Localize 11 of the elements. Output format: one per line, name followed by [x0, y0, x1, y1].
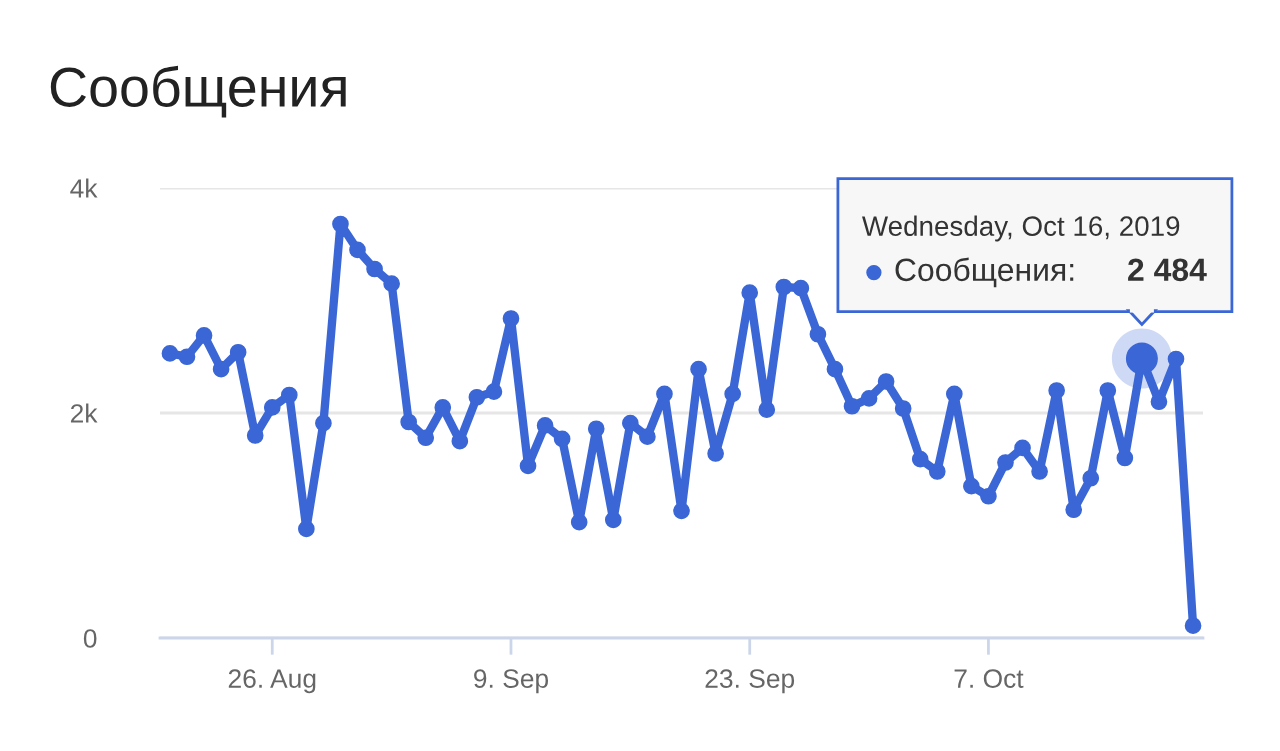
x-tick-label: 9. Sep — [474, 669, 549, 694]
y-tick-label: 0 — [83, 629, 97, 648]
chart-title: Сообщения — [50, 65, 346, 118]
y-tick-label: 4k — [70, 178, 98, 198]
x-tick-label: 26. Aug — [228, 669, 316, 694]
annotation: Сообщения: — [895, 257, 1074, 288]
data-label: 2 484 — [1128, 258, 1207, 282]
annotation: Wednesday, Oct 16, 2019 — [862, 215, 1180, 242]
x-tick-label: 7. Oct — [954, 669, 1024, 688]
y-tick-label: 2k — [70, 403, 98, 423]
x-tick-label: 23. Sep — [705, 669, 795, 694]
